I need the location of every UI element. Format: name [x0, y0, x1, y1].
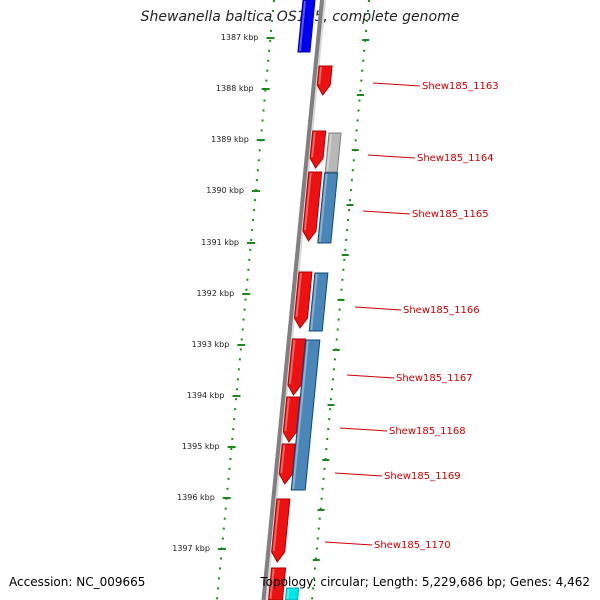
- gene-label: Shew185_1168: [389, 426, 466, 437]
- gene-label: Shew185_1163: [422, 81, 499, 92]
- accession-text: Accession: NC_009665: [9, 575, 146, 589]
- cyan-feature: [284, 587, 300, 600]
- cds-arrow: [309, 130, 327, 169]
- kbp-label: 1387 kbp: [221, 33, 259, 42]
- kbp-label: 1396 kbp: [177, 493, 215, 502]
- protein-feature-highlight: [292, 340, 309, 490]
- cds-arrow: [293, 271, 313, 329]
- cds-arrow-highlight: [284, 397, 290, 432]
- gene-label: Shew185_1164: [417, 153, 494, 164]
- cds-arrow-partial: [267, 567, 287, 600]
- kbp-label: 1391 kbp: [201, 238, 239, 247]
- gene-leader-line: [324, 541, 373, 546]
- gene-leader-line: [367, 154, 416, 159]
- gene-label: Shew185_1170: [374, 540, 451, 551]
- left-dotted-guide: [216, 0, 275, 600]
- kbp-label: 1395 kbp: [182, 442, 220, 451]
- gene-label: Shew185_1166: [403, 305, 480, 316]
- kbp-label: 1390 kbp: [206, 186, 244, 195]
- kbp-label: 1392 kbp: [196, 289, 234, 298]
- genome-title: Shewanella baltica OS185, complete genom…: [140, 9, 460, 25]
- cds-arrow-highlight: [303, 172, 312, 231]
- cds-arrow-partial-highlight: [269, 568, 275, 600]
- topology-text: Topology: circular; Length: 5,229,686 bp…: [260, 575, 590, 589]
- gene-label: Shew185_1165: [412, 209, 489, 220]
- gene-label: Shew185_1167: [396, 373, 473, 384]
- protein-feature: [290, 339, 321, 491]
- gene-leader-line: [372, 82, 421, 87]
- protein-feature-highlight: [318, 173, 328, 243]
- gene-label: Shew185_1169: [384, 471, 461, 482]
- cds-arrow: [271, 498, 291, 563]
- blue-feature-highlight: [298, 0, 306, 52]
- cds-arrow: [302, 171, 323, 242]
- cds-arrow: [278, 443, 296, 485]
- cds-arrow-highlight: [295, 272, 302, 318]
- gene-leader-line: [339, 427, 388, 432]
- kbp-label: 1397 kbp: [172, 544, 210, 553]
- kbp-label: 1388 kbp: [216, 84, 254, 93]
- kbp-label: 1394 kbp: [187, 391, 225, 400]
- protein-feature: [308, 272, 329, 332]
- gene-leader-line: [346, 374, 395, 379]
- grey-feature-highlight: [326, 133, 333, 172]
- gene-leader-line: [362, 210, 411, 215]
- cds-arrow: [287, 338, 306, 396]
- protein-feature: [317, 172, 339, 244]
- cds-arrow-highlight: [272, 499, 280, 552]
- kbp-label: 1389 kbp: [211, 135, 249, 144]
- gene-leader-line: [334, 472, 383, 477]
- cds-arrow: [282, 396, 301, 443]
- cds-arrow-highlight: [288, 339, 296, 385]
- protein-feature-highlight: [310, 273, 318, 331]
- cyan-feature-highlight: [286, 588, 290, 600]
- gene-leader-line: [354, 306, 402, 311]
- cds-arrow-highlight: [318, 66, 323, 85]
- kbp-label: 1393 kbp: [192, 340, 230, 349]
- grey-feature: [324, 132, 342, 173]
- cds-arrow-highlight: [311, 131, 316, 158]
- genome-backbone: [261, 0, 324, 600]
- cds-arrow-highlight: [280, 444, 286, 474]
- blue-feature: [297, 0, 316, 53]
- cds-arrow: [316, 65, 333, 96]
